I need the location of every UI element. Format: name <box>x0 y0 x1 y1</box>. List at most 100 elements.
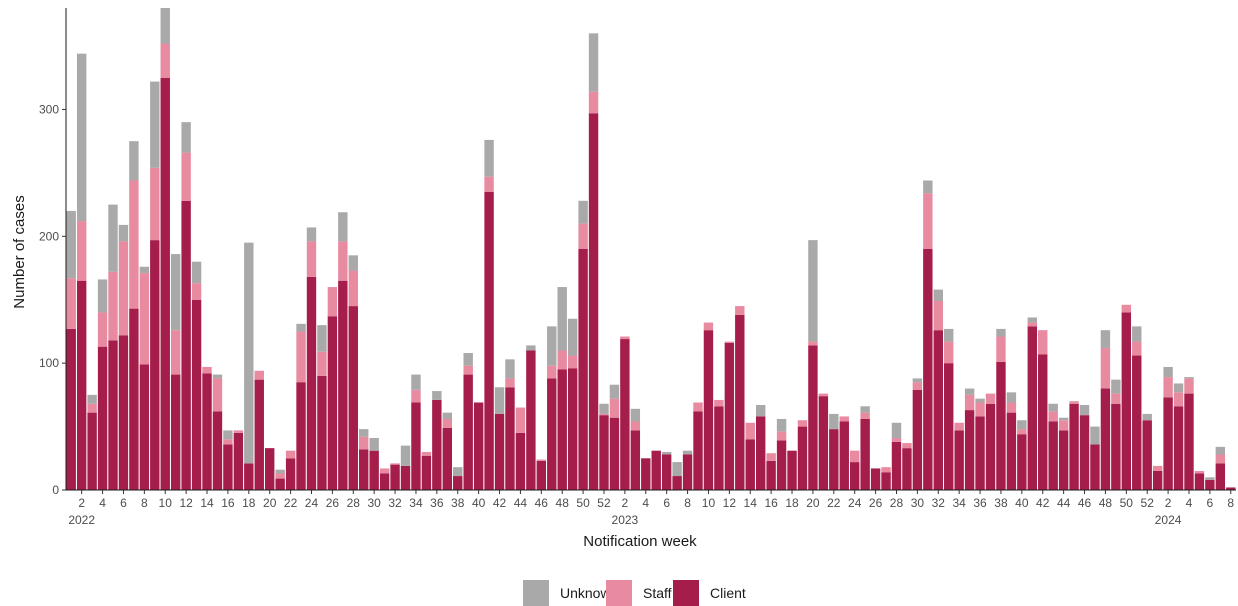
bar-unknown-83 <box>933 289 943 302</box>
bar-staff-80 <box>902 443 912 449</box>
bar-client-50 <box>588 113 599 490</box>
bar-client-103 <box>1142 420 1152 490</box>
bar-client-43 <box>515 432 526 490</box>
bar-client-63 <box>724 342 735 490</box>
bar-unknown-107 <box>1184 377 1194 379</box>
bar-client-100 <box>1111 403 1121 490</box>
x-tick-label-14: 30 <box>367 496 381 510</box>
bar-staff-2 <box>87 403 97 413</box>
bar-staff-82 <box>923 193 933 249</box>
x-tick-label-5: 12 <box>179 496 193 510</box>
x-axis-title: Notification week <box>583 533 697 550</box>
bar-staff-21 <box>285 450 296 459</box>
bar-client-22 <box>296 382 306 490</box>
bar-staff-47 <box>557 350 567 370</box>
bar-client-51 <box>599 415 609 490</box>
bar-client-66 <box>755 416 766 490</box>
bar-client-14 <box>212 411 223 490</box>
bar-unknown-71 <box>808 240 818 342</box>
bar-client-96 <box>1069 403 1079 490</box>
bar-staff-51 <box>599 413 609 416</box>
bar-client-107 <box>1184 393 1194 490</box>
bar-unknown-95 <box>1058 417 1069 421</box>
bar-client-13 <box>202 373 212 490</box>
x-tick-label-45: 40 <box>1015 496 1029 510</box>
bar-staff-42 <box>505 378 515 388</box>
bar-staff-70 <box>797 420 808 427</box>
bar-client-42 <box>505 387 515 490</box>
bar-staff-63 <box>724 341 735 343</box>
bar-staff-71 <box>808 341 818 346</box>
bar-client-93 <box>1038 354 1048 490</box>
x-tick-label-50: 50 <box>1120 496 1134 510</box>
bar-unknown-28 <box>359 429 369 437</box>
bar-client-98 <box>1090 444 1100 490</box>
bar-unknown-73 <box>829 413 839 430</box>
bar-unknown-46 <box>547 326 557 366</box>
bar-staff-60 <box>693 402 703 412</box>
bar-client-61 <box>703 330 714 490</box>
legend-swatch-staff <box>606 580 632 606</box>
bar-client-75 <box>850 462 860 490</box>
bar-staff-1 <box>76 221 87 281</box>
bar-unknown-91 <box>1017 420 1027 430</box>
bar-client-30 <box>379 473 390 490</box>
bar-staff-30 <box>379 468 390 474</box>
x-tick-label-15: 32 <box>388 496 402 510</box>
bar-unknown-89 <box>996 328 1006 337</box>
bar-client-90 <box>1006 412 1017 490</box>
bar-unknown-4 <box>108 204 118 272</box>
x-tick-label-44: 38 <box>994 496 1008 510</box>
bar-staff-8 <box>150 167 160 241</box>
bar-client-81 <box>912 389 923 490</box>
bar-unknown-49 <box>578 200 588 224</box>
bar-client-40 <box>484 191 494 491</box>
x-tick-label-7: 16 <box>221 496 235 510</box>
bar-staff-31 <box>390 463 400 465</box>
bar-staff-22 <box>296 331 306 383</box>
legend-label-client: Client <box>710 585 746 601</box>
bar-unknown-3 <box>97 279 108 313</box>
bar-unknown-23 <box>306 227 317 242</box>
bar-unknown-57 <box>661 451 672 455</box>
bar-unknown-12 <box>191 261 202 284</box>
x-tick-label-30: 10 <box>702 496 716 510</box>
bar-staff-43 <box>515 407 526 433</box>
bar-client-84 <box>944 363 954 490</box>
bar-staff-11 <box>181 152 191 201</box>
x-tick-label-1: 4 <box>99 496 106 510</box>
x-tick-label-6: 14 <box>200 496 214 510</box>
bar-client-65 <box>745 439 755 490</box>
bar-staff-78 <box>881 467 891 473</box>
bar-staff-13 <box>202 366 212 374</box>
bar-staff-76 <box>860 412 870 419</box>
bar-staff-99 <box>1100 347 1111 389</box>
bar-unknown-59 <box>682 450 693 455</box>
bar-staff-4 <box>108 271 118 341</box>
bar-unknown-32 <box>400 445 411 466</box>
bar-client-17 <box>244 463 254 490</box>
bar-staff-67 <box>766 453 776 461</box>
bar-unknown-51 <box>599 403 609 414</box>
x-tick-label-54: 6 <box>1207 496 1214 510</box>
bar-unknown-48 <box>567 318 578 356</box>
bar-unknown-103 <box>1142 413 1152 421</box>
bar-client-39 <box>473 402 484 490</box>
bar-staff-62 <box>714 399 724 407</box>
bar-staff-79 <box>891 437 902 442</box>
x-axis: 2 4 6 8 10 12 14 16 18 20 22 24 26 28 30 32 34 36 38 40 42 44… <box>66 489 1236 527</box>
bar-staff-14 <box>212 378 223 412</box>
bar-client-47 <box>557 369 567 490</box>
x-tick-label-47: 44 <box>1057 496 1071 510</box>
bar-client-2 <box>87 412 97 490</box>
bar-client-60 <box>693 411 703 490</box>
bar-staff-104 <box>1152 465 1163 471</box>
bar-staff-68 <box>776 431 787 441</box>
x-tick-label-52: 2 <box>1165 496 1172 510</box>
bar-staff-45 <box>536 459 547 461</box>
legend-label-unknown: Unknown <box>560 585 618 601</box>
bar-unknown-99 <box>1100 330 1111 348</box>
bar-staff-46 <box>547 365 557 379</box>
bar-unknown-58 <box>672 462 682 477</box>
bar-staff-84 <box>944 341 954 364</box>
